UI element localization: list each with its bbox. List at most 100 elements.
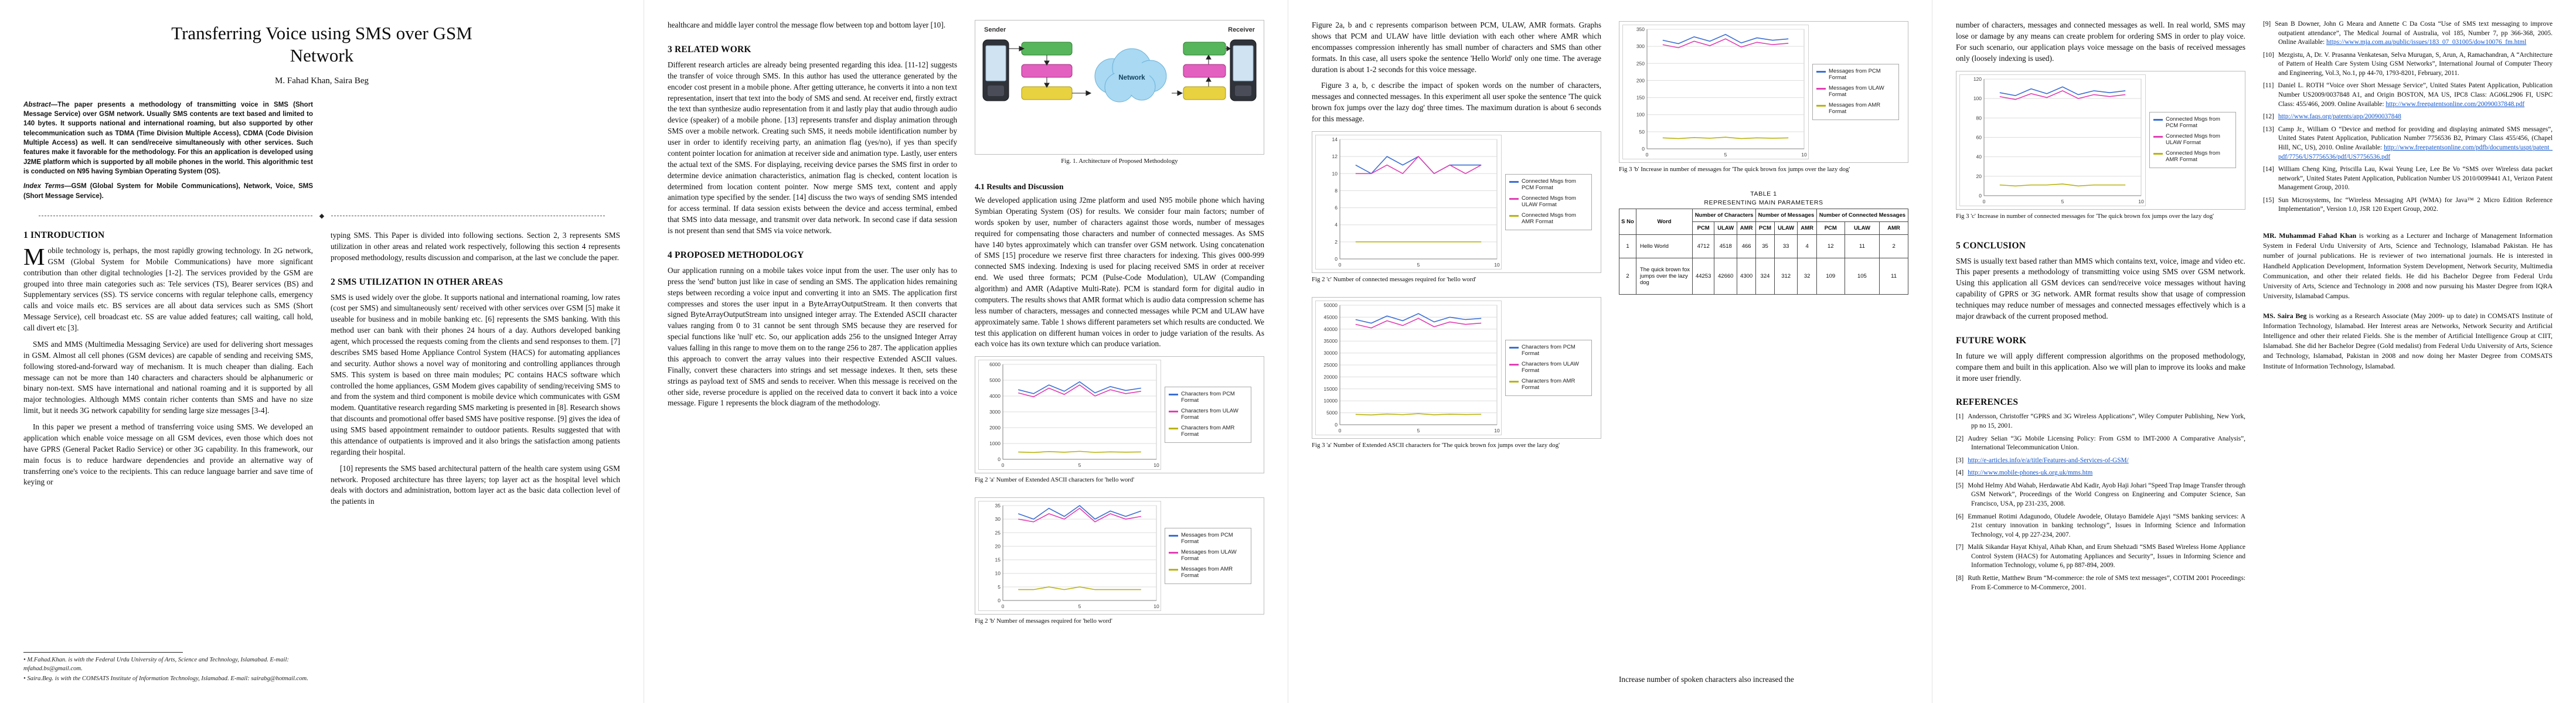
paragraph: Figure 2a, b and c represents comparison…	[1312, 21, 1601, 74]
reference-item: [8] Ruth Rettie, Matthew Brum “M-commerce…	[1956, 574, 2245, 592]
svg-text:14: 14	[1332, 136, 1338, 142]
paragraph: [10] represents the SMS based architectu…	[331, 463, 620, 506]
page-1-col-2: typing SMS. This Paper is divided into f…	[331, 230, 620, 685]
table-header-cell: PCM	[1692, 221, 1715, 235]
reference-link[interactable]: http://www.freepatentsonline.com/2009003…	[2386, 100, 2525, 108]
figure-3a-plot: 0 5000 10000 15000 20000 25000 30000 35000 40000…	[1315, 300, 1502, 435]
legend-swatch	[1169, 394, 1178, 396]
author-bio-text: is working as a Research Associate (May …	[2263, 311, 2553, 370]
page-3-columns: Figure 2a, b and c represents comparison…	[1312, 20, 1908, 685]
svg-text:0: 0	[1646, 152, 1649, 158]
abstract-text: —The paper presents a methodology of tra…	[23, 101, 313, 175]
reference-number: [10]	[2263, 51, 2274, 59]
svg-text:3000: 3000	[989, 409, 1001, 415]
table-header-cell: AMR	[1797, 221, 1817, 235]
page-4: number of characters, messages and conne…	[1932, 0, 2576, 703]
svg-text:10000: 10000	[1323, 398, 1338, 404]
table-1-body: 1 Hello World 4712 4518 466 35 33 4 12 11 2 2 The qu…	[1619, 234, 1908, 295]
table-header-cell: Number of Characters	[1692, 209, 1757, 222]
reference-item: [10] Mezgistu, A, Dr. V. Prasanna Venkate…	[2263, 51, 2553, 79]
legend-swatch	[1816, 104, 1826, 107]
section-heading-conclusion: 5 CONCLUSION	[1956, 240, 2026, 251]
figure-3c: 0 20 40 60 80 100 120 0 5 10 Connected Msgs from …	[1956, 70, 2245, 227]
table-1-head: S No Word Number of Characters Number of Me…	[1619, 209, 1908, 235]
reference-item: [1] Andersson, Christoffer “GPRS and 3G W…	[1956, 412, 2245, 431]
paragraph: SMS is used widely over the globe. It su…	[331, 292, 620, 456]
legend-item: Connected Msgs from PCM Format	[1509, 178, 1588, 192]
legend-swatch	[1169, 428, 1178, 430]
svg-text:5: 5	[1724, 152, 1727, 158]
page-2-columns: healthcare and middle layer control the …	[668, 20, 1264, 685]
svg-text:0: 0	[1339, 428, 1342, 434]
svg-text:40: 40	[1976, 153, 1982, 159]
figure-2a-caption: Fig 2 'a' Number of Extended ASCII chara…	[975, 476, 1135, 484]
section-heading-future-work: FUTURE WORK	[1956, 335, 2027, 346]
legend-swatch	[1509, 363, 1519, 366]
table-cell: 33	[1774, 234, 1798, 258]
author-biographies: MR. Muhammad Fahad Khan is working as a …	[2263, 231, 2553, 381]
reference-link[interactable]: https://www.mja.com.au/public/issues/183…	[2326, 39, 2527, 46]
figure-1: Sender Receiver	[975, 20, 1264, 172]
figure-2b-plot: 0 5 10 15 20 25 30 35 0 5 10	[978, 501, 1161, 612]
figure-2a: 0 1000 2000 3000 4000 5000 6000 0 5 10 Characters…	[975, 356, 1264, 490]
figure-3c-frame: 0 20 40 60 80 100 120 0 5 10 Connected Msgs from …	[1956, 70, 2245, 210]
reference-text: Sun Microsystems, Inc “Wireless Messagin…	[2278, 196, 2553, 213]
diamond-icon: ◆	[319, 212, 325, 220]
author-bio-text: is working as a Lecturer and Incharge of…	[2263, 231, 2553, 301]
table-cell: 466	[1737, 234, 1757, 258]
reference-link[interactable]: http://www.mobile-phones-uk.org.uk/mms.h…	[1968, 469, 2093, 477]
svg-text:6: 6	[1335, 204, 1338, 210]
reference-link[interactable]: http://www.freepatentsonline.com/pdfb/do…	[2278, 144, 2553, 161]
table-header-cell: Word	[1635, 209, 1693, 235]
figure-3c-caption: Fig 3 'c' Increase in number of connecte…	[1956, 212, 2214, 220]
paper-authors: M. Fahad Khan, Saira Beg	[275, 76, 369, 86]
legend-label: Messages from PCM Format	[1829, 68, 1881, 81]
section-heading-references: REFERENCES	[1956, 397, 2019, 408]
legend-label: Connected Msgs from AMR Format	[1522, 211, 1576, 225]
reference-number: [2]	[1956, 435, 1964, 442]
figure-2c-frame: 0 2 4 6 8 10 12 14 0 5 10 Connected Msgs from PCM …	[1312, 131, 1601, 273]
svg-text:4: 4	[1335, 222, 1338, 228]
legend-item: Characters from ULAW Format	[1509, 361, 1588, 374]
legend-label: Characters from AMR Format	[1522, 377, 1575, 391]
svg-text:25000: 25000	[1323, 362, 1338, 368]
drop-cap: M	[23, 243, 45, 270]
legend-label: Characters from PCM Format	[1522, 344, 1575, 357]
paragraph: In future we will apply different compre…	[1956, 351, 2245, 383]
title-separator: ◆	[39, 212, 605, 220]
figure-2c-caption: Fig 2 'c' Number of connected messages r…	[1312, 275, 1476, 283]
figure-2a-legend: Characters from PCM Format Characters fro…	[1165, 387, 1251, 443]
svg-text:5: 5	[2061, 199, 2064, 204]
legend-swatch	[2153, 136, 2163, 138]
figure-3a-legend: Characters from PCM Format Characters fro…	[1505, 340, 1592, 396]
legend-item: Messages from PCM Format	[1816, 68, 1895, 81]
reference-number: [4]	[1956, 469, 1964, 477]
paragraph: Different research articles are already …	[668, 60, 957, 235]
legend-item: Characters from ULAW Format	[1169, 408, 1247, 421]
paragraph: In this paper we present a method of tra…	[23, 422, 313, 487]
svg-text:50: 50	[1639, 129, 1645, 135]
svg-text:2: 2	[1335, 239, 1338, 245]
reference-link[interactable]: http://www.faqs.org/patents/app/20090037…	[2278, 113, 2401, 121]
legend-label: Characters from AMR Format	[1181, 425, 1235, 438]
page-4-col-1: number of characters, messages and conne…	[1956, 20, 2245, 685]
author-bio: MR. Muhammad Fahad Khan is working as a …	[2263, 231, 2553, 302]
figure-2a-plot: 0 1000 2000 3000 4000 5000 6000 0 5 10	[978, 360, 1161, 470]
figure-2a-frame: 0 1000 2000 3000 4000 5000 6000 0 5 10 Characters…	[975, 356, 1264, 474]
reference-link[interactable]: http://e-articles.info/e/a/title/Feature…	[1968, 456, 2129, 464]
svg-text:10: 10	[2138, 199, 2144, 204]
section-heading-sms-utilization: 2 SMS UTILIZATION IN OTHER AREAS	[331, 277, 503, 287]
svg-text:0: 0	[1335, 422, 1338, 428]
legend-item: Connected Msgs from AMR Format	[2153, 150, 2232, 163]
legend-swatch	[2153, 152, 2163, 155]
sender-phone-icon	[982, 39, 1009, 101]
index-terms-label: Index Terms	[23, 183, 65, 190]
paragraph: healthcare and middle layer control the …	[668, 21, 946, 29]
table-header-cell: AMR	[1737, 221, 1757, 235]
section-heading-introduction: 1 INTRODUCTION	[23, 230, 105, 240]
sender-process-boxes	[1021, 42, 1073, 100]
table-cell: The quick brown fox jumps over the lazy …	[1635, 258, 1693, 295]
page-3-col-1: Figure 2a, b and c represents comparison…	[1312, 20, 1601, 685]
table-header-cell: ULAW	[1714, 221, 1738, 235]
table-cell: 2	[1879, 234, 1908, 258]
